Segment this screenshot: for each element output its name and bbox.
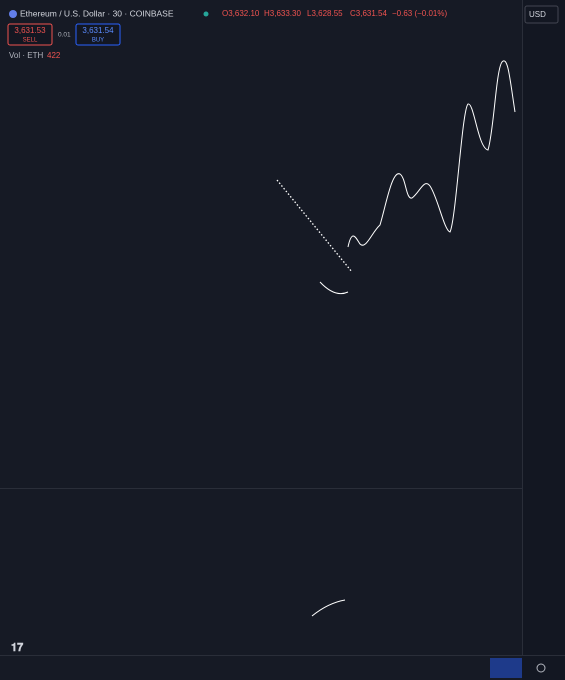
symbol-title: Ethereum / U.S. Dollar · 30 · COINBASE bbox=[20, 8, 174, 18]
trend-line bbox=[276, 179, 353, 273]
ohlc-open: O3,632.10 bbox=[222, 9, 260, 18]
settings-icon[interactable] bbox=[536, 663, 546, 673]
logo: 𝟏𝟕 bbox=[11, 642, 24, 654]
spread: 0.01 bbox=[58, 32, 71, 39]
sell-price[interactable]: 3,631.53 bbox=[14, 26, 46, 35]
buy-price[interactable]: 3,631.54 bbox=[82, 26, 114, 35]
volume-value: 422 bbox=[47, 51, 61, 60]
currency-button[interactable] bbox=[524, 5, 559, 24]
sell-button[interactable] bbox=[7, 23, 53, 46]
buy-button[interactable] bbox=[75, 23, 121, 46]
sell-label[interactable]: SELL bbox=[23, 38, 38, 44]
volume-title: Vol · ETH bbox=[9, 51, 43, 60]
status-dot bbox=[203, 11, 209, 17]
ohlc-low: L3,628.55 bbox=[307, 9, 343, 18]
ohlc-change: −0.63 (−0.01%) bbox=[392, 9, 447, 18]
currency[interactable]: USD bbox=[529, 10, 546, 19]
wave-arc bbox=[319, 281, 349, 295]
ohlc-high: H3,633.30 bbox=[264, 9, 301, 18]
rsi-arc bbox=[311, 599, 346, 617]
forecast-path bbox=[347, 60, 516, 248]
symbol-icon bbox=[9, 10, 17, 18]
ohlc-close: C3,631.54 bbox=[350, 9, 387, 18]
time-highlight bbox=[490, 658, 522, 678]
buy-label[interactable]: BUY bbox=[92, 38, 104, 44]
price-axis-bg bbox=[522, 0, 565, 680]
